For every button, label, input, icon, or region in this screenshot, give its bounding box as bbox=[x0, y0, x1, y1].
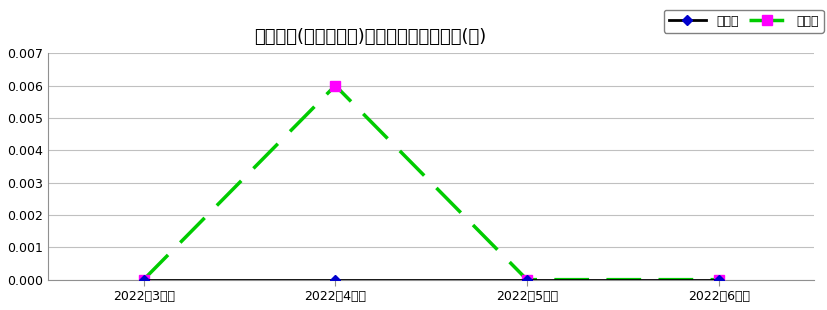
今年度 bbox=[713, 278, 723, 281]
昨年度 bbox=[713, 278, 723, 281]
昨年度 bbox=[330, 84, 340, 87]
Line: 昨年度: 昨年度 bbox=[139, 81, 723, 285]
今年度 bbox=[138, 278, 148, 281]
昨年度 bbox=[521, 278, 531, 281]
Title: クレーム(配送・工事)一人当たりの発生率(％): クレーム(配送・工事)一人当たりの発生率(％) bbox=[253, 28, 485, 46]
今年度 bbox=[330, 278, 340, 281]
Line: 今年度: 今年度 bbox=[140, 276, 721, 283]
昨年度 bbox=[138, 278, 148, 281]
今年度 bbox=[521, 278, 531, 281]
Legend: 今年度, 昨年度: 今年度, 昨年度 bbox=[662, 10, 823, 33]
